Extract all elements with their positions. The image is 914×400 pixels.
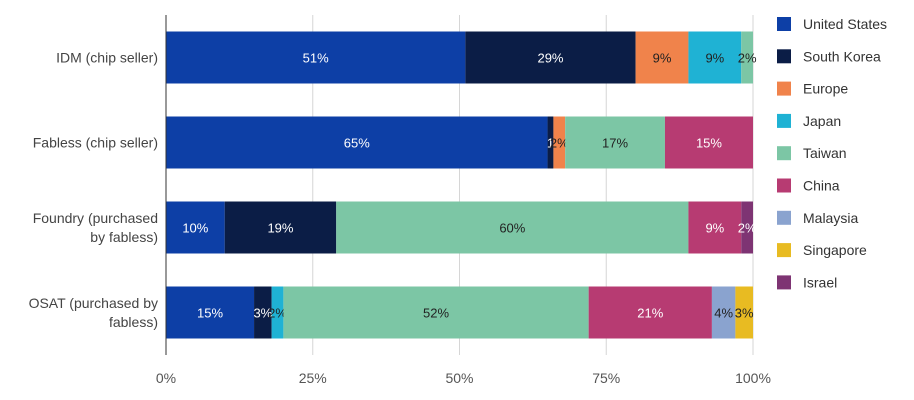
bar-segment [588, 286, 712, 339]
bar-segment [553, 116, 566, 169]
bar-segment [565, 116, 665, 169]
data-label: 9% [705, 51, 724, 66]
data-label: 60% [499, 221, 525, 236]
bar-segment [336, 201, 689, 254]
bar-segment [283, 286, 589, 339]
data-label: 4% [714, 306, 733, 321]
x-tick-label: 0% [156, 370, 176, 386]
data-label: 2% [738, 221, 757, 236]
x-tick-label: 50% [445, 370, 473, 386]
data-label: 9% [705, 221, 724, 236]
data-label: 17% [602, 136, 628, 151]
bar-segment [741, 31, 753, 84]
data-label: 2% [550, 136, 569, 151]
category-label: OSAT (purchased by [29, 295, 158, 311]
data-label: 2% [268, 306, 287, 321]
legend-label: Singapore [803, 242, 867, 258]
data-label: 29% [537, 51, 563, 66]
bar-segment [166, 201, 225, 254]
data-label: 9% [653, 51, 672, 66]
bar-segment [547, 116, 554, 169]
bar-segment [465, 31, 636, 84]
legend-label: Malaysia [803, 210, 858, 226]
bar-segment [664, 116, 753, 169]
data-label: 10% [182, 221, 208, 236]
legend-swatch [777, 17, 791, 31]
legend-label: Taiwan [803, 145, 847, 161]
category-label: fabless) [109, 314, 158, 330]
bar-segment [711, 286, 736, 339]
data-label: 21% [637, 306, 663, 321]
bar-segment [735, 286, 753, 339]
category-label: Foundry (purchased [33, 210, 158, 226]
legend-label: China [803, 178, 840, 194]
data-label: 15% [197, 306, 223, 321]
legend-label: South Korea [803, 48, 881, 64]
bar-segment [688, 201, 742, 254]
legend-swatch [777, 178, 791, 193]
legend-label: Europe [803, 81, 848, 97]
data-label: 1 [547, 136, 554, 151]
bar-segment [166, 31, 466, 84]
x-tick-label: 75% [592, 370, 620, 386]
legend-swatch [777, 275, 791, 290]
bar-segment [635, 31, 689, 84]
legend-swatch [777, 49, 791, 64]
data-label: 2% [738, 51, 757, 66]
bar-segment [271, 286, 284, 339]
bar-segment [741, 201, 753, 254]
legend-label: Israel [803, 274, 837, 290]
legend-label: United States [803, 16, 887, 32]
x-tick-label: 25% [299, 370, 327, 386]
category-label: by fabless) [90, 229, 158, 245]
data-label: 3% [735, 306, 754, 321]
bar-segment [688, 31, 742, 84]
data-label: 3% [253, 306, 272, 321]
legend-label: Japan [803, 113, 841, 129]
bar-segment [166, 116, 548, 169]
legend-swatch [777, 146, 791, 161]
bar-segment [224, 201, 337, 254]
legend-swatch [777, 210, 791, 225]
legend-swatch [777, 113, 791, 128]
legend-swatch [777, 81, 791, 96]
data-label: 19% [267, 221, 293, 236]
data-label: 51% [303, 51, 329, 66]
category-label: Fabless (chip seller) [33, 135, 158, 151]
legend-swatch [777, 243, 791, 258]
x-tick-label: 100% [735, 370, 771, 386]
data-label: 65% [344, 136, 370, 151]
data-label: 15% [696, 136, 722, 151]
bar-segment [254, 286, 272, 339]
category-label: IDM (chip seller) [56, 50, 158, 66]
bar-segment [166, 286, 255, 339]
data-label: 52% [423, 306, 449, 321]
